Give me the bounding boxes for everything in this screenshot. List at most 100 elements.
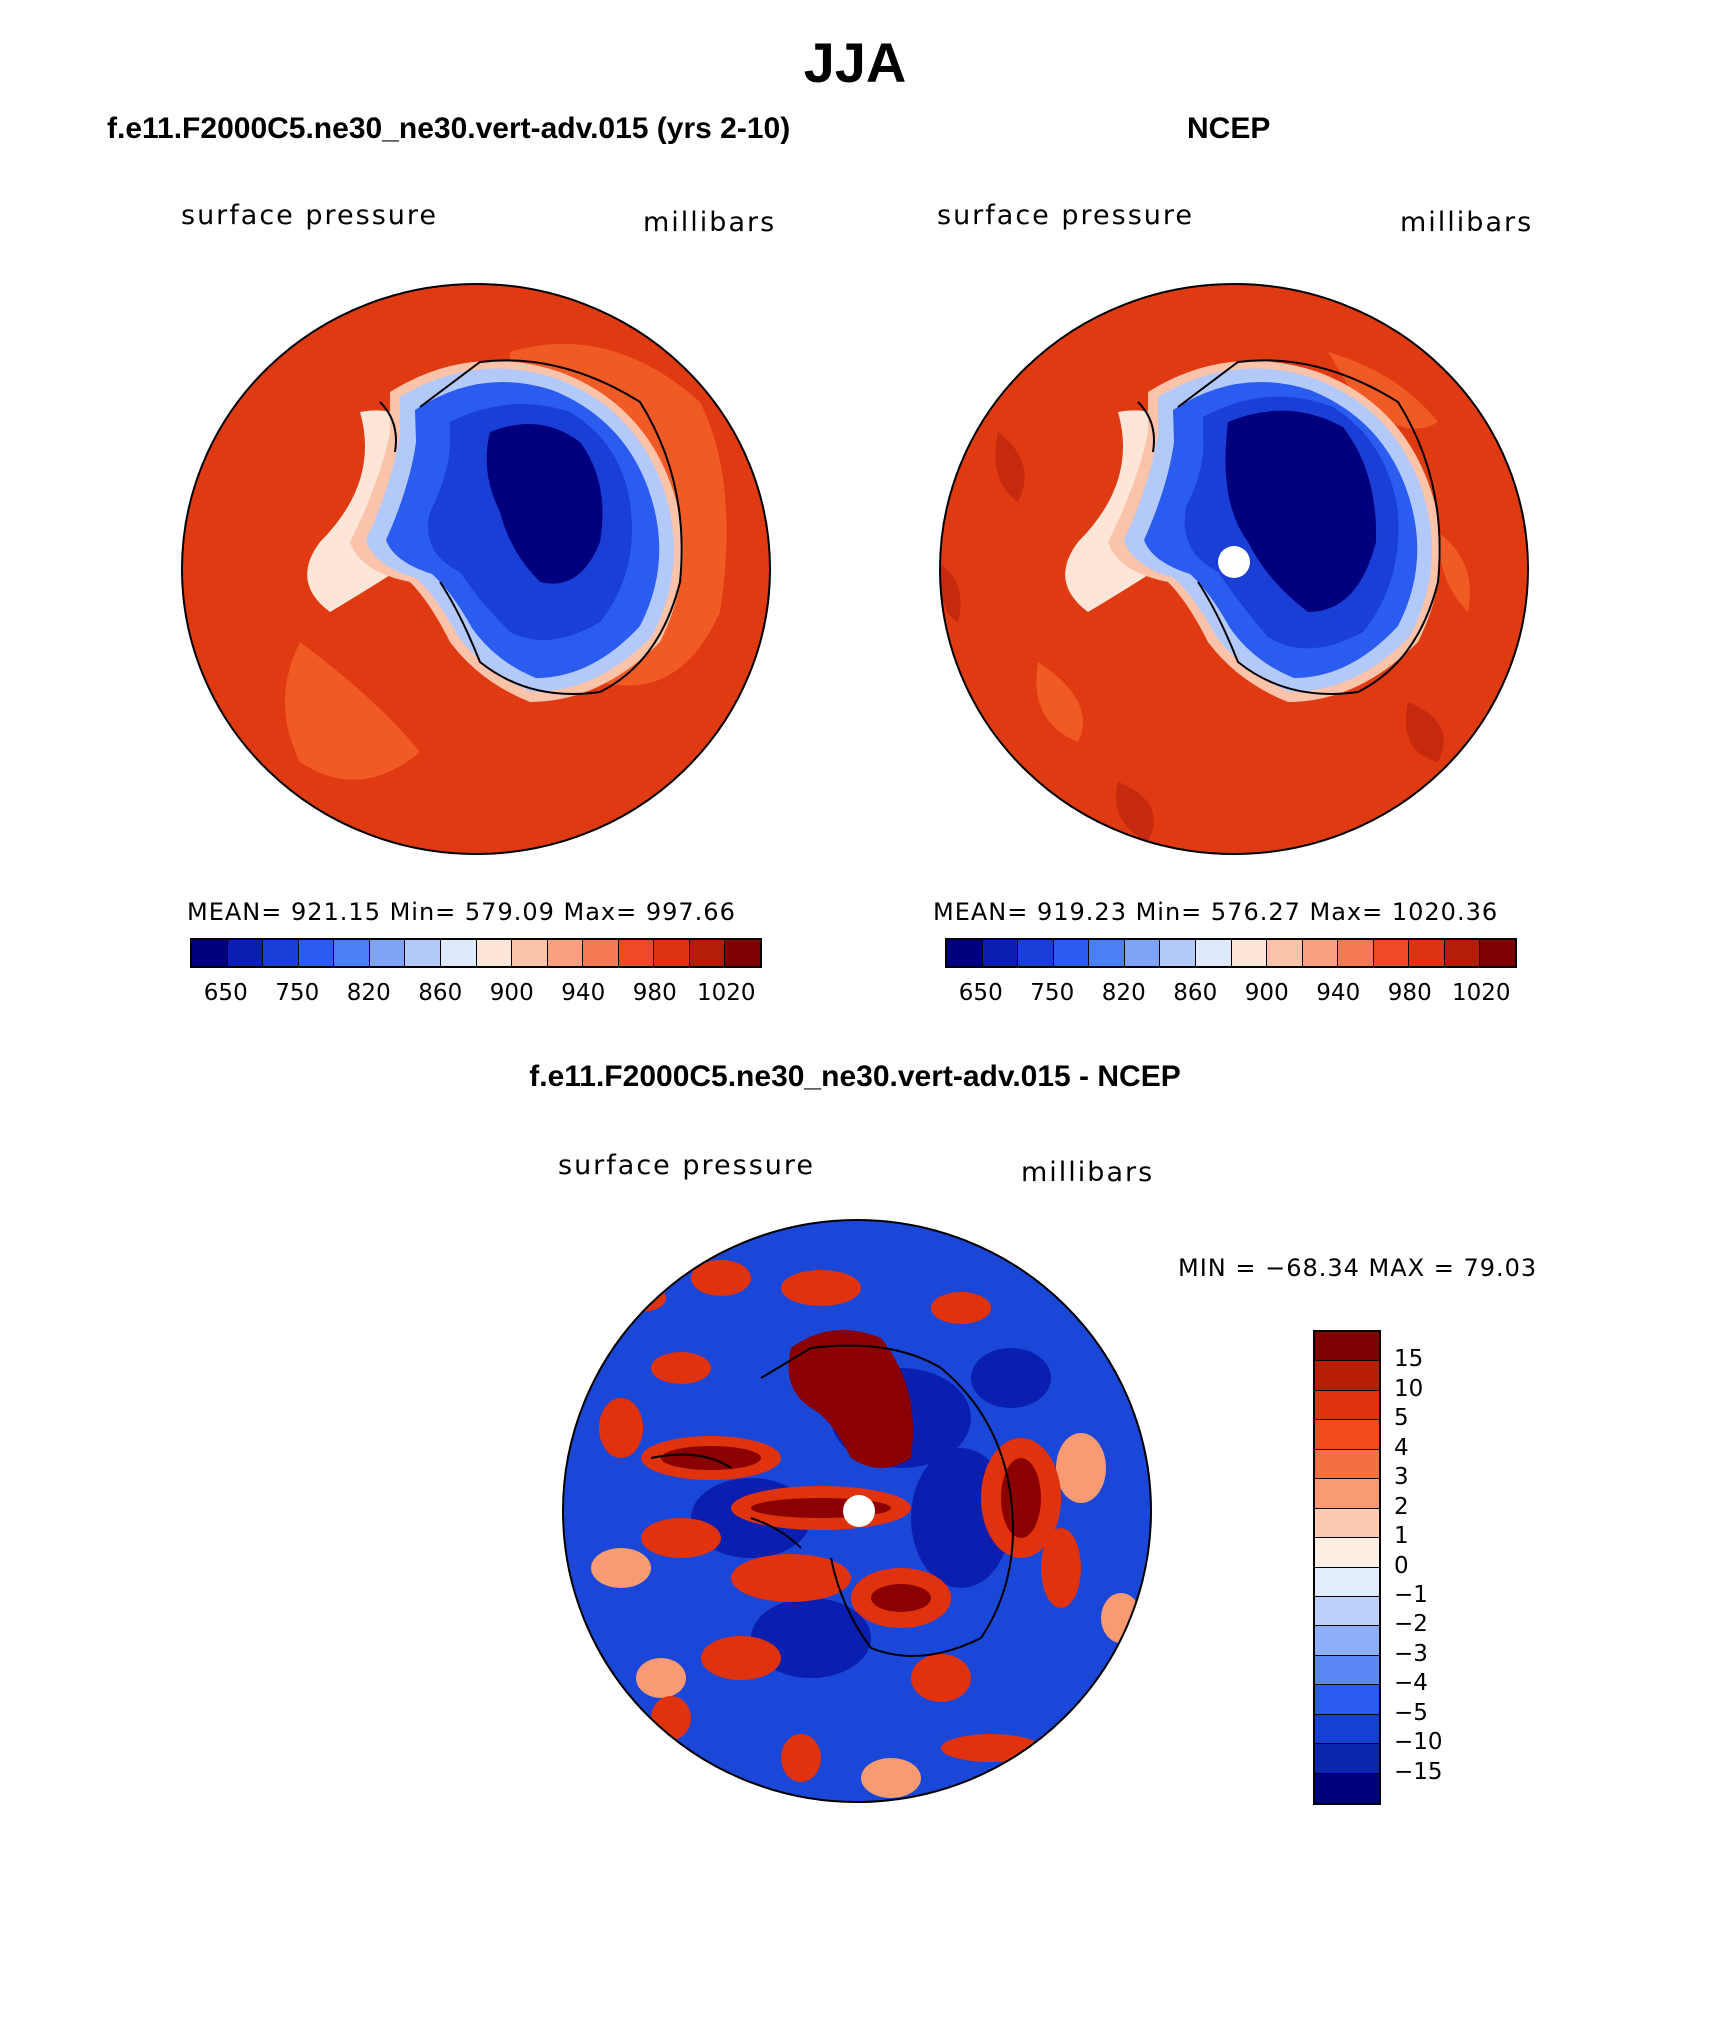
colorbar-swatch (1053, 940, 1090, 966)
colorbar-swatch (1315, 1773, 1379, 1803)
colorbar-swatch (1315, 1390, 1379, 1421)
panel-2-units-label: millibars (1400, 207, 1534, 238)
colorbar-tick-label: 980 (632, 980, 677, 1006)
panel-3-polar-map (562, 1219, 1152, 1803)
panel-3-stats: MIN = −68.34 MAX = 79.03 (1178, 1254, 1538, 1282)
colorbar-swatch (263, 940, 299, 966)
colorbar-tick-label: 2 (1394, 1493, 1409, 1520)
pole-missing-data (843, 1495, 875, 1527)
colorbar-tick-label: 15 (1394, 1346, 1424, 1373)
colorbar-swatch (1124, 940, 1161, 966)
colorbar-swatch (1373, 940, 1410, 966)
colorbar-swatch (1409, 940, 1445, 966)
colorbar-tick-label: 750 (1030, 980, 1075, 1006)
map-border (562, 1219, 1152, 1803)
coastline (1137, 359, 1441, 695)
colorbar-tick-label: 4 (1394, 1434, 1409, 1461)
colorbar-swatch (1195, 940, 1232, 966)
colorbar-swatch (618, 940, 655, 966)
colorbar-tick-label: 940 (561, 980, 606, 1006)
colorbar-tick-label: 650 (203, 980, 248, 1006)
panel-3-colorbar-ticks: 15 10 5 4 3 2 1 0 −1 −2 −3 −4 −5 −10 −15 (1394, 1330, 1474, 1805)
coastline (650, 1344, 1014, 1657)
colorbar-swatch (1315, 1596, 1379, 1627)
colorbar-tick-label: 10 (1394, 1375, 1424, 1402)
colorbar-swatch (1444, 940, 1481, 966)
colorbar-tick-label: 940 (1316, 980, 1361, 1006)
map-border (939, 283, 1529, 855)
panel-1-polar-map (181, 283, 771, 855)
colorbar-tick-label: 860 (1173, 980, 1218, 1006)
colorbar-swatch (1267, 940, 1303, 966)
panel-2-title: NCEP (1187, 112, 1271, 145)
colorbar-swatch (405, 940, 441, 966)
colorbar-swatch (1315, 1538, 1379, 1568)
colorbar-swatch (1231, 940, 1268, 966)
ice-core (486, 424, 603, 584)
colorbar-swatch (725, 940, 760, 966)
panel-2-stats: MEAN= 919.23 Min= 576.27 Max= 1020.36 (933, 898, 1499, 926)
panel-3-variable-label: surface pressure (558, 1150, 815, 1181)
colorbar-swatch (654, 940, 690, 966)
colorbar-swatch (689, 940, 726, 966)
colorbar-swatch (1315, 1685, 1379, 1715)
colorbar-swatch (440, 940, 477, 966)
colorbar-swatch (1480, 940, 1515, 966)
colorbar-swatch (1315, 1626, 1379, 1656)
colorbar-swatch (547, 940, 584, 966)
colorbar-tick-label: 900 (489, 980, 534, 1006)
colorbar-swatch (982, 940, 1019, 966)
panel-1-colorbar (190, 938, 762, 968)
colorbar-tick-label: 820 (346, 980, 391, 1006)
colorbar-swatch (1315, 1420, 1379, 1450)
colorbar-tick-label: −4 (1394, 1670, 1428, 1697)
colorbar-tick-label: −15 (1394, 1758, 1443, 1785)
panel-3-units-label: millibars (1021, 1157, 1155, 1188)
colorbar-tick-label: 1020 (1451, 980, 1511, 1006)
colorbar-swatch (192, 940, 228, 966)
panel-3-colorbar (1313, 1330, 1381, 1805)
ice-core (1225, 410, 1377, 612)
colorbar-swatch (1315, 1744, 1379, 1774)
colorbar-swatch (1315, 1714, 1379, 1745)
panel-1-units-label: millibars (643, 207, 777, 238)
colorbar-swatch (1315, 1567, 1379, 1597)
colorbar-tick-label: 5 (1394, 1405, 1409, 1432)
colorbar-swatch (1315, 1332, 1379, 1362)
colorbar-swatch (1160, 940, 1196, 966)
colorbar-swatch (1018, 940, 1054, 966)
figure-title: JJA (803, 31, 907, 94)
colorbar-swatch (583, 940, 619, 966)
coastline (379, 359, 683, 695)
colorbar-swatch (334, 940, 370, 966)
colorbar-tick-label: 3 (1394, 1464, 1409, 1491)
panel-2-polar-map (939, 283, 1529, 855)
colorbar-tick-label: −10 (1394, 1729, 1443, 1756)
colorbar-tick-label: 1 (1394, 1523, 1409, 1550)
colorbar-tick-label: 980 (1387, 980, 1432, 1006)
map-border (181, 283, 771, 855)
panel-1-stats: MEAN= 921.15 Min= 579.09 Max= 997.66 (187, 898, 736, 926)
colorbar-swatch (1315, 1449, 1379, 1480)
colorbar-tick-label: 820 (1101, 980, 1146, 1006)
panel-2-variable-label: surface pressure (937, 200, 1194, 231)
panel-2-colorbar (945, 938, 1517, 968)
colorbar-swatch (1315, 1479, 1379, 1509)
panel-3-title: f.e11.F2000C5.ne30_ne30.vert-adv.015 - N… (529, 1060, 1181, 1093)
colorbar-swatch (298, 940, 335, 966)
panel-1-variable-label: surface pressure (181, 200, 438, 231)
colorbar-swatch (1315, 1508, 1379, 1539)
colorbar-tick-label: 860 (418, 980, 463, 1006)
panel-2-colorbar-ticks: 650 750 820 860 900 940 980 1020 (945, 980, 1517, 1010)
colorbar-tick-label: 650 (958, 980, 1003, 1006)
panel-1-colorbar-ticks: 650 750 820 860 900 940 980 1020 (190, 980, 762, 1010)
colorbar-tick-label: 0 (1394, 1552, 1409, 1579)
colorbar-tick-label: 1020 (696, 980, 756, 1006)
colorbar-swatch (1315, 1361, 1379, 1391)
colorbar-tick-label: 900 (1244, 980, 1289, 1006)
colorbar-swatch (1315, 1655, 1379, 1686)
colorbar-tick-label: −3 (1394, 1640, 1428, 1667)
colorbar-swatch (1338, 940, 1374, 966)
colorbar-swatch (227, 940, 264, 966)
colorbar-swatch (1089, 940, 1125, 966)
